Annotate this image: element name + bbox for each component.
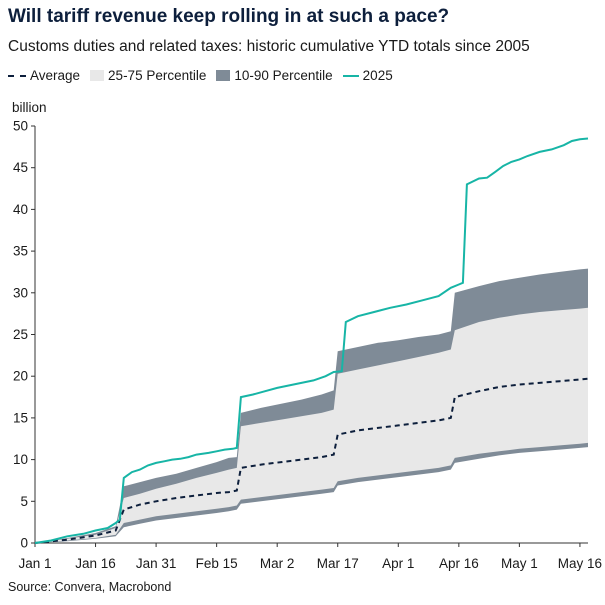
x-tick-label: Apr 1	[382, 556, 414, 571]
legend-label-p1090: 10-90 Percentile	[234, 68, 333, 83]
y-tick-label: 20	[13, 369, 28, 384]
x-tick-label: Feb 15	[196, 556, 238, 571]
y-tick-label: 5	[20, 494, 28, 509]
x-tick-label: Apr 16	[439, 556, 479, 571]
y-tick-label: 45	[13, 160, 28, 175]
legend-item-average: Average	[8, 68, 80, 83]
y-tick-label: 0	[20, 536, 28, 551]
y-tick-label: 30	[13, 285, 28, 300]
legend-item-2025: 2025	[342, 68, 393, 83]
band-10-90	[35, 268, 588, 543]
legend-label-2025: 2025	[362, 68, 393, 83]
average-line	[34, 377, 589, 544]
legend-swatch-average	[8, 74, 26, 77]
y-axis-label: billion	[12, 100, 47, 115]
y-tick-label: 10	[13, 452, 28, 467]
x-tick-label: May 16	[558, 556, 602, 571]
chart-subtitle: Customs duties and related taxes: histor…	[8, 38, 530, 55]
legend-swatch-p2575	[90, 70, 105, 81]
x-tick-label: Jan 16	[75, 556, 116, 571]
legend-item-p2575: 25-75 Percentile	[90, 68, 206, 83]
legend-item-p1090: 10-90 Percentile	[216, 68, 333, 83]
source-note: Source: Convera, Macrobond	[8, 580, 172, 594]
legend: Average 25-75 Percentile 10-90 Percentil…	[8, 68, 403, 83]
legend-swatch-p1090	[216, 70, 231, 81]
chart-title: Will tariff revenue keep rolling in at s…	[8, 6, 450, 27]
x-tick-label: Jan 1	[18, 556, 51, 571]
legend-label-p2575: 25-75 Percentile	[108, 68, 207, 83]
x-tick-label: May 1	[501, 556, 538, 571]
y-tick-label: 15	[13, 410, 28, 425]
x-tick-label: Mar 2	[260, 556, 295, 571]
y-tick-label: 40	[13, 202, 28, 217]
x-tick-label: Jan 31	[136, 556, 177, 571]
legend-label-average: Average	[30, 68, 81, 83]
line-2025	[34, 137, 589, 544]
y-tick-label: 35	[13, 244, 28, 259]
x-tick-label: Mar 17	[317, 556, 359, 571]
band-25-75	[35, 307, 588, 543]
y-tick-label: 50	[13, 119, 28, 134]
y-tick-label: 25	[13, 327, 28, 342]
legend-swatch-2025	[342, 74, 359, 77]
